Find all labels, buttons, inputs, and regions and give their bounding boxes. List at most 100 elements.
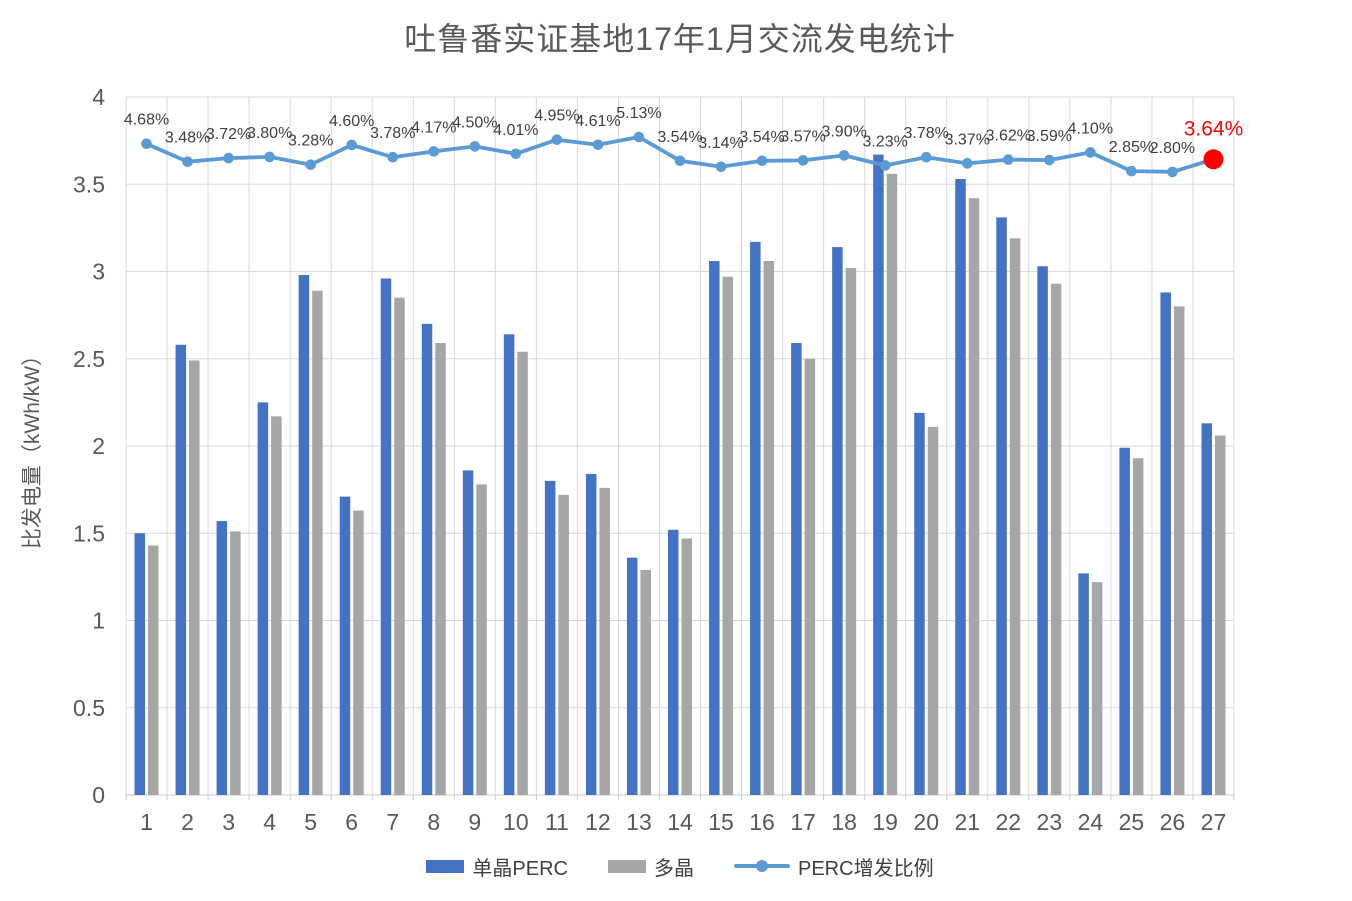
bar-mono-perc [873,154,884,795]
legend: 单晶PERC 多晶 PERC增发比例 [126,851,1234,881]
bar-poly [353,510,364,795]
bar-mono-perc [1201,423,1212,795]
line-marker [592,139,604,151]
line-marker [920,151,932,163]
bar-swatch-gray-icon [608,859,646,873]
x-axis-label: 25 [1119,809,1145,835]
bar-mono-perc [996,217,1007,795]
x-axis-label: 19 [872,809,898,835]
x-axis-label: 13 [626,809,652,835]
final-point-label: 3.64% [1184,117,1244,140]
line-marker [1126,165,1137,177]
bar-mono-perc [175,344,187,795]
bar-mono-perc [339,496,351,795]
bar-mono-perc [832,247,843,795]
bar-poly [558,494,569,795]
line-marker [387,151,399,163]
line-data-label: 3.62% [986,128,1031,145]
x-axis-label: 24 [1078,809,1104,835]
bar-mono-perc [1160,292,1171,795]
y-axis-label: 1.5 [73,520,105,546]
line-marker [223,152,234,164]
bar-poly [599,487,610,795]
line-marker [551,134,563,145]
bar-poly [640,569,651,795]
y-axis-label: 0 [92,782,105,808]
legend-label-perc-ratio: PERC增发比例 [798,857,934,880]
bar-poly [148,545,159,795]
x-axis-label: 8 [427,809,440,835]
line-data-label: 3.14% [698,135,743,152]
bar-mono-perc [626,557,638,795]
line-data-label: 2.80% [1150,140,1195,157]
y-axis-label: 2.5 [73,346,105,372]
bar-poly [1050,283,1062,795]
legend-item-poly: 多晶 [608,852,694,881]
bar-poly [230,531,241,795]
line-marker [1085,147,1096,158]
legend-label-mono-perc: 单晶PERC [472,857,568,880]
x-axis-label: 6 [345,809,358,835]
y-axis-label: 3 [92,259,105,285]
line-data-label: 3.57% [780,128,825,145]
line-marker [674,155,686,167]
bar-mono-perc [668,529,679,795]
line-data-label: 3.37% [945,131,990,148]
x-axis-label: 26 [1160,809,1186,835]
line-marker [510,148,522,160]
bar-poly [1173,306,1185,795]
x-axis-label: 3 [222,809,235,835]
line-data-label: 3.90% [821,123,866,140]
line-data-label: 4.95% [534,108,579,125]
line-data-label: 3.72% [206,126,251,143]
bar-mono-perc [709,261,720,795]
bar-poly [394,297,405,795]
x-axis-label: 5 [304,809,317,835]
bar-mono-perc [750,241,761,795]
x-axis-label: 9 [468,809,481,835]
bar-poly [968,198,980,795]
x-axis-label: 12 [585,809,611,835]
line-data-label: 3.28% [288,133,333,150]
bar-mono-perc [544,480,556,795]
line-data-label: 3.23% [862,133,907,150]
x-axis-label: 2 [181,809,194,835]
line-data-label: 5.13% [616,105,661,122]
legend-label-poly: 多晶 [654,857,694,880]
bar-poly [681,538,692,795]
y-axis-label: 4 [92,84,105,110]
bar-poly [312,290,323,795]
y-axis-label: 0.5 [73,695,105,721]
x-axis-label: 21 [954,809,980,835]
bar-poly [517,351,528,795]
line-data-label: 3.59% [1027,128,1072,145]
x-axis-label: 10 [503,809,529,835]
line-marker [961,158,973,169]
line-marker [797,155,809,166]
legend-item-perc-ratio: PERC增发比例 [734,852,934,881]
bar-mono-perc [462,470,474,795]
bar-poly [804,358,816,795]
line-data-label: 4.61% [575,113,620,130]
line-marker [264,151,275,163]
bar-poly [1009,238,1021,796]
legend-item-mono-perc: 单晶PERC [426,852,568,881]
x-axis-label: 1 [140,809,153,835]
bar-poly [1132,458,1144,795]
bar-poly [435,343,446,795]
x-axis-label: 16 [749,809,775,835]
x-axis-label: 15 [708,809,734,835]
chart-title: 吐鲁番实证基地17年1月交流发电统计 [404,21,956,57]
bar-mono-perc [1037,266,1048,795]
line-marker [1167,166,1178,178]
bar-poly [271,416,282,795]
line-marker [305,159,316,171]
bar-poly [763,261,775,795]
line-marker [346,139,358,151]
line-marker [469,141,481,152]
bar-mono-perc [1078,573,1089,795]
plot-area: 00.511.522.533.541 2 3 4 5 6 7 8 9 10 11 12 13 14 15 16… [73,84,1244,835]
line-data-label: 3.78% [904,125,949,142]
line-marker-swatch-icon [734,860,790,872]
